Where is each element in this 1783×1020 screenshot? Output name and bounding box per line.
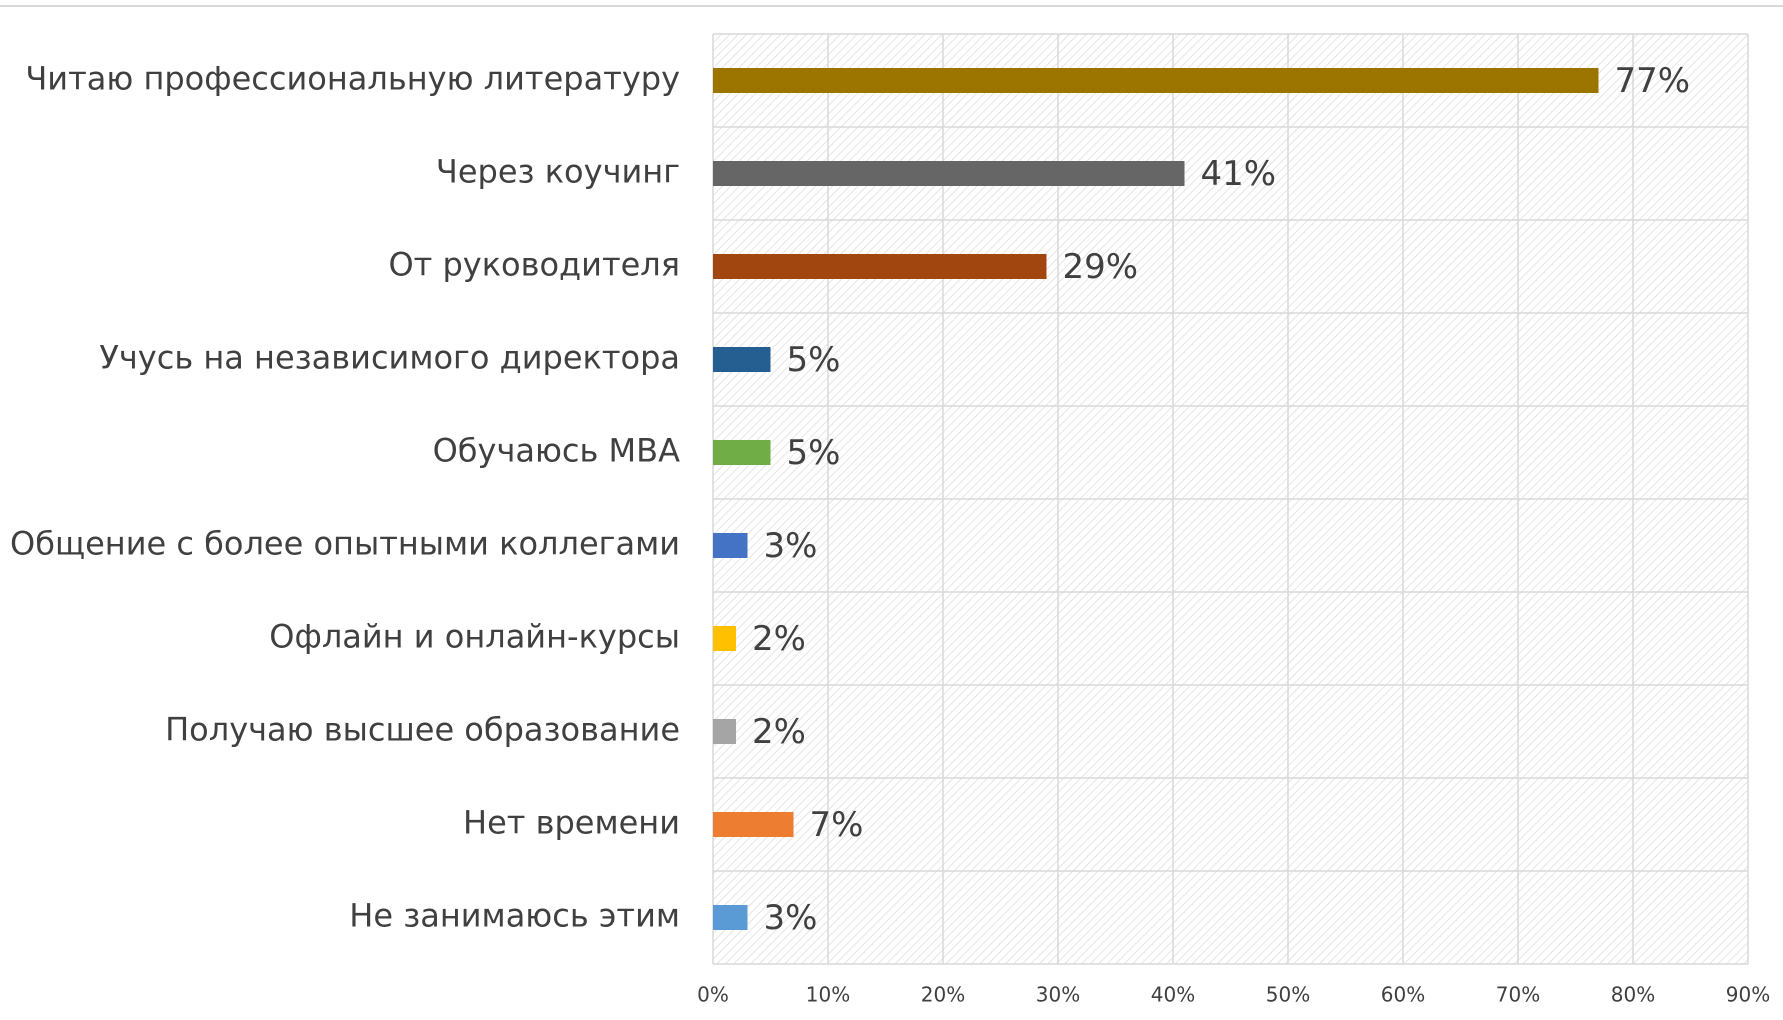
- y-tick-label: Нет времени: [463, 804, 680, 842]
- x-tick-label: 70%: [1496, 983, 1540, 1007]
- y-tick-label: Обучаюсь MBA: [433, 432, 681, 470]
- y-tick-label: Офлайн и онлайн-курсы: [269, 618, 680, 656]
- bar: [713, 161, 1185, 186]
- bar: [713, 68, 1599, 93]
- y-tick-label: Не занимаюсь этим: [349, 897, 680, 935]
- y-tick-label: Учусь на независимого директора: [99, 339, 680, 377]
- value-label: 41%: [1201, 154, 1277, 194]
- x-tick-label: 40%: [1151, 983, 1195, 1007]
- x-tick-label: 80%: [1611, 983, 1655, 1007]
- value-label: 2%: [752, 619, 806, 659]
- bar: [713, 254, 1047, 279]
- bar: [713, 347, 771, 372]
- y-tick-label: Читаю профессиональную литературу: [25, 60, 680, 98]
- y-tick-label: Через коучинг: [436, 153, 680, 191]
- value-label: 77%: [1615, 61, 1691, 101]
- value-label: 3%: [764, 898, 818, 938]
- value-label: 7%: [810, 805, 864, 845]
- x-tick-label: 30%: [1036, 983, 1080, 1007]
- bar: [713, 440, 771, 465]
- x-tick-label: 90%: [1726, 983, 1770, 1007]
- value-label: 5%: [787, 433, 841, 473]
- y-tick-label: От руководителя: [388, 246, 680, 284]
- bar: [713, 812, 794, 837]
- y-tick-label: Получаю высшее образование: [165, 711, 680, 749]
- x-tick-label: 10%: [806, 983, 850, 1007]
- bar: [713, 533, 748, 558]
- y-tick-label: Общение с более опытными коллегами: [10, 525, 680, 563]
- value-label: 29%: [1063, 247, 1139, 287]
- value-label: 2%: [752, 712, 806, 752]
- bar: [713, 626, 736, 651]
- bar: [713, 905, 748, 930]
- x-tick-label: 0%: [697, 983, 729, 1007]
- value-label: 5%: [787, 340, 841, 380]
- x-tick-label: 20%: [921, 983, 965, 1007]
- x-tick-label: 60%: [1381, 983, 1425, 1007]
- value-label: 3%: [764, 526, 818, 566]
- bar: [713, 719, 736, 744]
- x-tick-label: 50%: [1266, 983, 1310, 1007]
